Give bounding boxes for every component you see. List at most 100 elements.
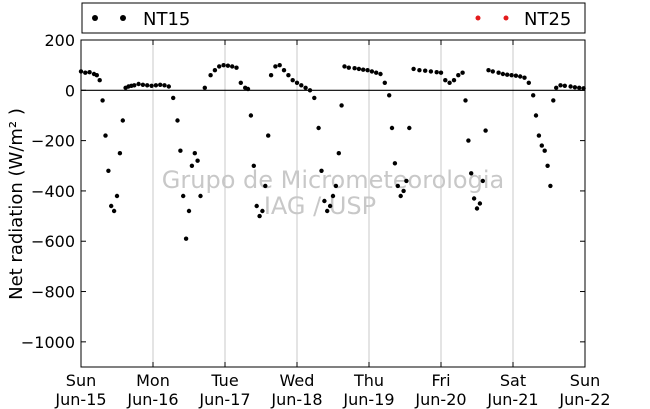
- data-point-nt15-58: [286, 73, 291, 78]
- data-point-nt15-88: [398, 193, 403, 199]
- data-point-nt15-38: [212, 68, 218, 73]
- y-tick-label-1: 0: [65, 81, 75, 100]
- data-point-nt15-67: [322, 198, 327, 204]
- x-tick-day-6: Sat: [500, 371, 526, 390]
- data-point-nt15-28: [178, 148, 183, 153]
- x-tick-date-2: Jun-17: [198, 390, 250, 409]
- data-point-nt15-117: [513, 73, 519, 78]
- data-point-nt15-65: [316, 125, 321, 131]
- data-point-nt15-95: [428, 69, 434, 74]
- data-point-nt15-60: [294, 80, 300, 86]
- legend-marker-nt25-a: [475, 15, 481, 21]
- data-point-nt15-119: [522, 75, 527, 80]
- data-point-nt15-89: [401, 188, 406, 194]
- data-point-nt15-64: [312, 95, 317, 101]
- data-point-nt15-114: [500, 71, 506, 77]
- data-point-nt15-78: [361, 67, 366, 72]
- data-point-nt15-73: [339, 103, 344, 108]
- data-point-nt15-2: [87, 70, 92, 75]
- data-point-nt15-71: [333, 183, 339, 189]
- y-tick-label-3: −400: [31, 182, 75, 201]
- x-tick-date-0: Jun-15: [54, 390, 106, 409]
- y-tick-label-4: −600: [31, 232, 75, 251]
- data-point-nt15-47: [248, 113, 254, 118]
- data-point-nt15-77: [356, 66, 362, 72]
- data-point-nt15-12: [117, 151, 123, 156]
- data-point-nt15-51: [260, 208, 265, 214]
- data-point-nt15-79: [365, 68, 370, 73]
- data-point-nt15-22: [153, 83, 159, 88]
- x-tick-day-5: Fri: [431, 371, 450, 390]
- legend: NT15 NT25: [81, 2, 586, 34]
- data-point-nt15-10: [111, 208, 117, 214]
- data-point-nt15-50: [257, 213, 262, 219]
- data-point-nt15-42: [230, 64, 235, 69]
- data-point-nt15-101: [456, 73, 461, 78]
- data-point-nt15-115: [505, 72, 510, 77]
- data-point-nt15-111: [486, 68, 491, 73]
- x-tick-date-5: Jun-20: [414, 390, 466, 409]
- watermark-line-2: IAG / USP: [264, 192, 376, 220]
- data-point-nt15-11: [114, 193, 120, 199]
- data-point-nt15-25: [166, 84, 171, 89]
- data-point-nt15-126: [545, 163, 550, 168]
- data-point-nt15-13: [120, 118, 126, 123]
- data-point-nt15-54: [268, 73, 274, 78]
- data-point-nt15-66: [319, 168, 324, 173]
- data-point-nt15-21: [149, 83, 154, 89]
- data-point-nt15-103: [463, 98, 468, 103]
- data-point-nt15-9: [109, 203, 114, 209]
- data-points: [78, 62, 586, 241]
- data-point-nt15-57: [281, 68, 287, 73]
- data-point-nt15-69: [327, 203, 333, 209]
- data-point-nt15-76: [352, 66, 357, 71]
- data-point-nt15-104: [466, 138, 471, 143]
- data-point-nt15-81: [374, 70, 379, 75]
- x-tick-day-7: Sun: [570, 371, 600, 390]
- x-tick-date-1: Jun-16: [126, 390, 178, 409]
- plot-area: [81, 40, 585, 367]
- data-point-nt15-132: [568, 84, 573, 89]
- x-tick-day-0: Sun: [66, 371, 96, 390]
- data-point-nt15-35: [198, 193, 203, 199]
- y-axis: 200 0 −200 −400 −600 −800 −1000: [21, 31, 585, 352]
- data-point-nt15-75: [346, 65, 351, 70]
- data-point-nt15-41: [225, 63, 231, 68]
- data-point-nt15-34: [195, 158, 200, 163]
- data-point-nt15-94: [423, 68, 428, 73]
- data-point-nt15-116: [509, 73, 514, 78]
- data-point-nt15-86: [392, 161, 398, 166]
- x-tick-date-4: Jun-19: [342, 390, 394, 409]
- data-point-nt15-83: [382, 80, 387, 86]
- data-point-nt15-4: [94, 73, 100, 78]
- x-tick-date-6: Jun-21: [486, 390, 538, 409]
- data-point-nt15-133: [572, 85, 578, 90]
- data-point-nt15-18: [136, 81, 141, 87]
- data-point-nt15-100: [451, 78, 457, 83]
- data-point-nt15-107: [474, 206, 480, 211]
- data-point-nt15-72: [336, 151, 341, 156]
- x-tick-day-1: Mon: [136, 371, 170, 390]
- data-point-nt15-96: [434, 70, 439, 75]
- legend-label-nt25: NT25: [524, 9, 571, 30]
- data-point-nt15-131: [562, 83, 567, 89]
- data-point-nt15-33: [192, 151, 197, 156]
- x-tick-day-2: Tue: [210, 371, 238, 390]
- data-point-nt15-20: [145, 83, 150, 88]
- data-point-nt15-37: [208, 73, 213, 78]
- data-point-nt15-82: [378, 71, 383, 77]
- data-point-nt15-124: [539, 143, 544, 148]
- legend-label-nt15: NT15: [143, 9, 190, 30]
- data-point-nt15-29: [181, 193, 186, 199]
- data-point-nt15-105: [469, 171, 474, 176]
- data-point-nt15-108: [477, 201, 483, 206]
- data-point-nt15-24: [162, 83, 167, 88]
- data-point-nt15-109: [480, 178, 485, 184]
- y-tick-label-6: −1000: [21, 333, 75, 352]
- data-point-nt15-125: [542, 148, 547, 153]
- legend-marker-nt15-a: [92, 15, 98, 21]
- y-tick-label-0: 200: [44, 31, 75, 50]
- data-point-nt15-56: [277, 62, 282, 68]
- data-point-nt15-61: [299, 83, 304, 88]
